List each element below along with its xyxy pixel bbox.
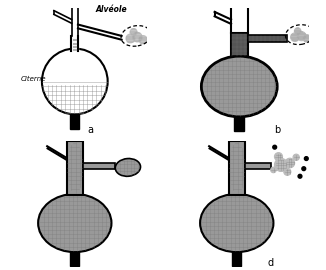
Bar xyxy=(247,35,287,42)
Text: d: d xyxy=(268,258,274,268)
Ellipse shape xyxy=(201,56,277,117)
Bar xyxy=(232,252,241,266)
Bar xyxy=(245,163,271,169)
Text: c: c xyxy=(75,258,80,268)
Circle shape xyxy=(298,174,302,178)
Circle shape xyxy=(130,29,137,36)
Circle shape xyxy=(273,145,276,149)
Circle shape xyxy=(294,28,301,34)
Ellipse shape xyxy=(38,194,111,252)
Circle shape xyxy=(274,158,288,171)
Bar xyxy=(231,33,247,56)
Circle shape xyxy=(133,32,142,42)
Bar xyxy=(83,163,115,169)
Bar xyxy=(67,141,83,195)
Bar xyxy=(70,114,79,130)
Circle shape xyxy=(42,49,108,114)
Bar xyxy=(229,141,245,195)
Circle shape xyxy=(293,154,299,160)
Bar xyxy=(234,117,244,131)
Bar xyxy=(71,36,78,51)
Circle shape xyxy=(271,167,276,173)
Circle shape xyxy=(304,157,308,160)
Circle shape xyxy=(274,153,283,161)
Circle shape xyxy=(290,33,299,42)
Text: Alvéole: Alvéole xyxy=(96,5,127,14)
Circle shape xyxy=(285,158,295,168)
Text: Citerne: Citerne xyxy=(21,76,46,82)
Ellipse shape xyxy=(115,158,141,176)
Circle shape xyxy=(302,167,306,171)
Circle shape xyxy=(139,36,147,44)
Circle shape xyxy=(126,34,135,43)
Circle shape xyxy=(303,35,311,42)
Bar xyxy=(70,252,79,266)
Text: a: a xyxy=(87,125,93,135)
Circle shape xyxy=(284,168,291,176)
Ellipse shape xyxy=(200,194,274,252)
Circle shape xyxy=(297,32,306,41)
Text: b: b xyxy=(274,125,280,135)
